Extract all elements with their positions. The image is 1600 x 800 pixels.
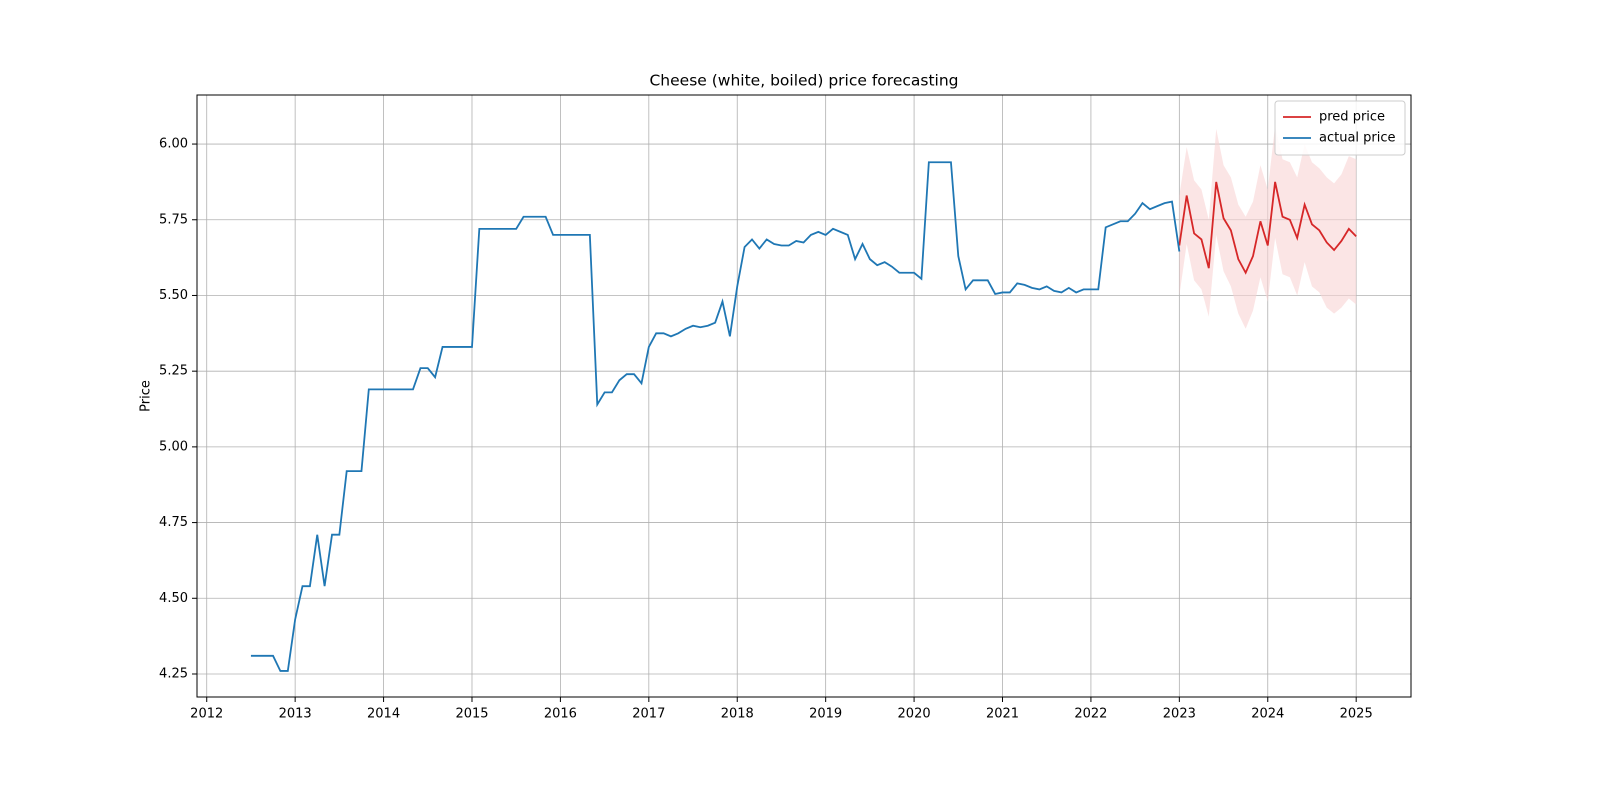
confidence-band (1179, 125, 1357, 329)
x-tick-label: 2020 (898, 707, 931, 722)
legend-label: actual price (1319, 131, 1396, 146)
x-tick-label: 2017 (632, 707, 665, 722)
y-tick-label: 4.25 (159, 666, 188, 681)
x-tick-label: 2024 (1251, 707, 1284, 722)
y-tick-label: 4.75 (159, 515, 188, 530)
x-tick-label: 2021 (986, 707, 1019, 722)
y-tick-label: 6.00 (159, 137, 188, 152)
y-tick-label: 4.50 (159, 591, 188, 606)
series-line (1178, 181, 1357, 275)
x-tick-label: 2022 (1074, 707, 1107, 722)
y-axis-label: Price (139, 380, 154, 412)
x-tick-label: 2023 (1163, 707, 1196, 722)
plot-frame (196, 94, 1412, 698)
x-tick-label: 2015 (455, 707, 488, 722)
series-line (250, 161, 1181, 672)
legend: pred price actual price (1274, 100, 1406, 156)
x-tick-label: 2013 (279, 707, 312, 722)
legend-box (1274, 100, 1406, 156)
legend-label: pred price (1319, 110, 1385, 125)
x-tick-label: 2025 (1340, 707, 1373, 722)
x-tick-label: 2014 (367, 707, 400, 722)
y-tick-label: 5.75 (159, 212, 188, 227)
chart-title: Cheese (white, boiled) price forecasting (649, 72, 958, 90)
x-tick-label: 2012 (190, 707, 223, 722)
x-tick-label: 2019 (809, 707, 842, 722)
x-tick-label: 2018 (721, 707, 754, 722)
y-tick-label: 5.00 (159, 439, 188, 454)
x-tick-label: 2016 (544, 707, 577, 722)
y-tick-label: 5.25 (159, 364, 188, 379)
y-tick-label: 5.50 (159, 288, 188, 303)
